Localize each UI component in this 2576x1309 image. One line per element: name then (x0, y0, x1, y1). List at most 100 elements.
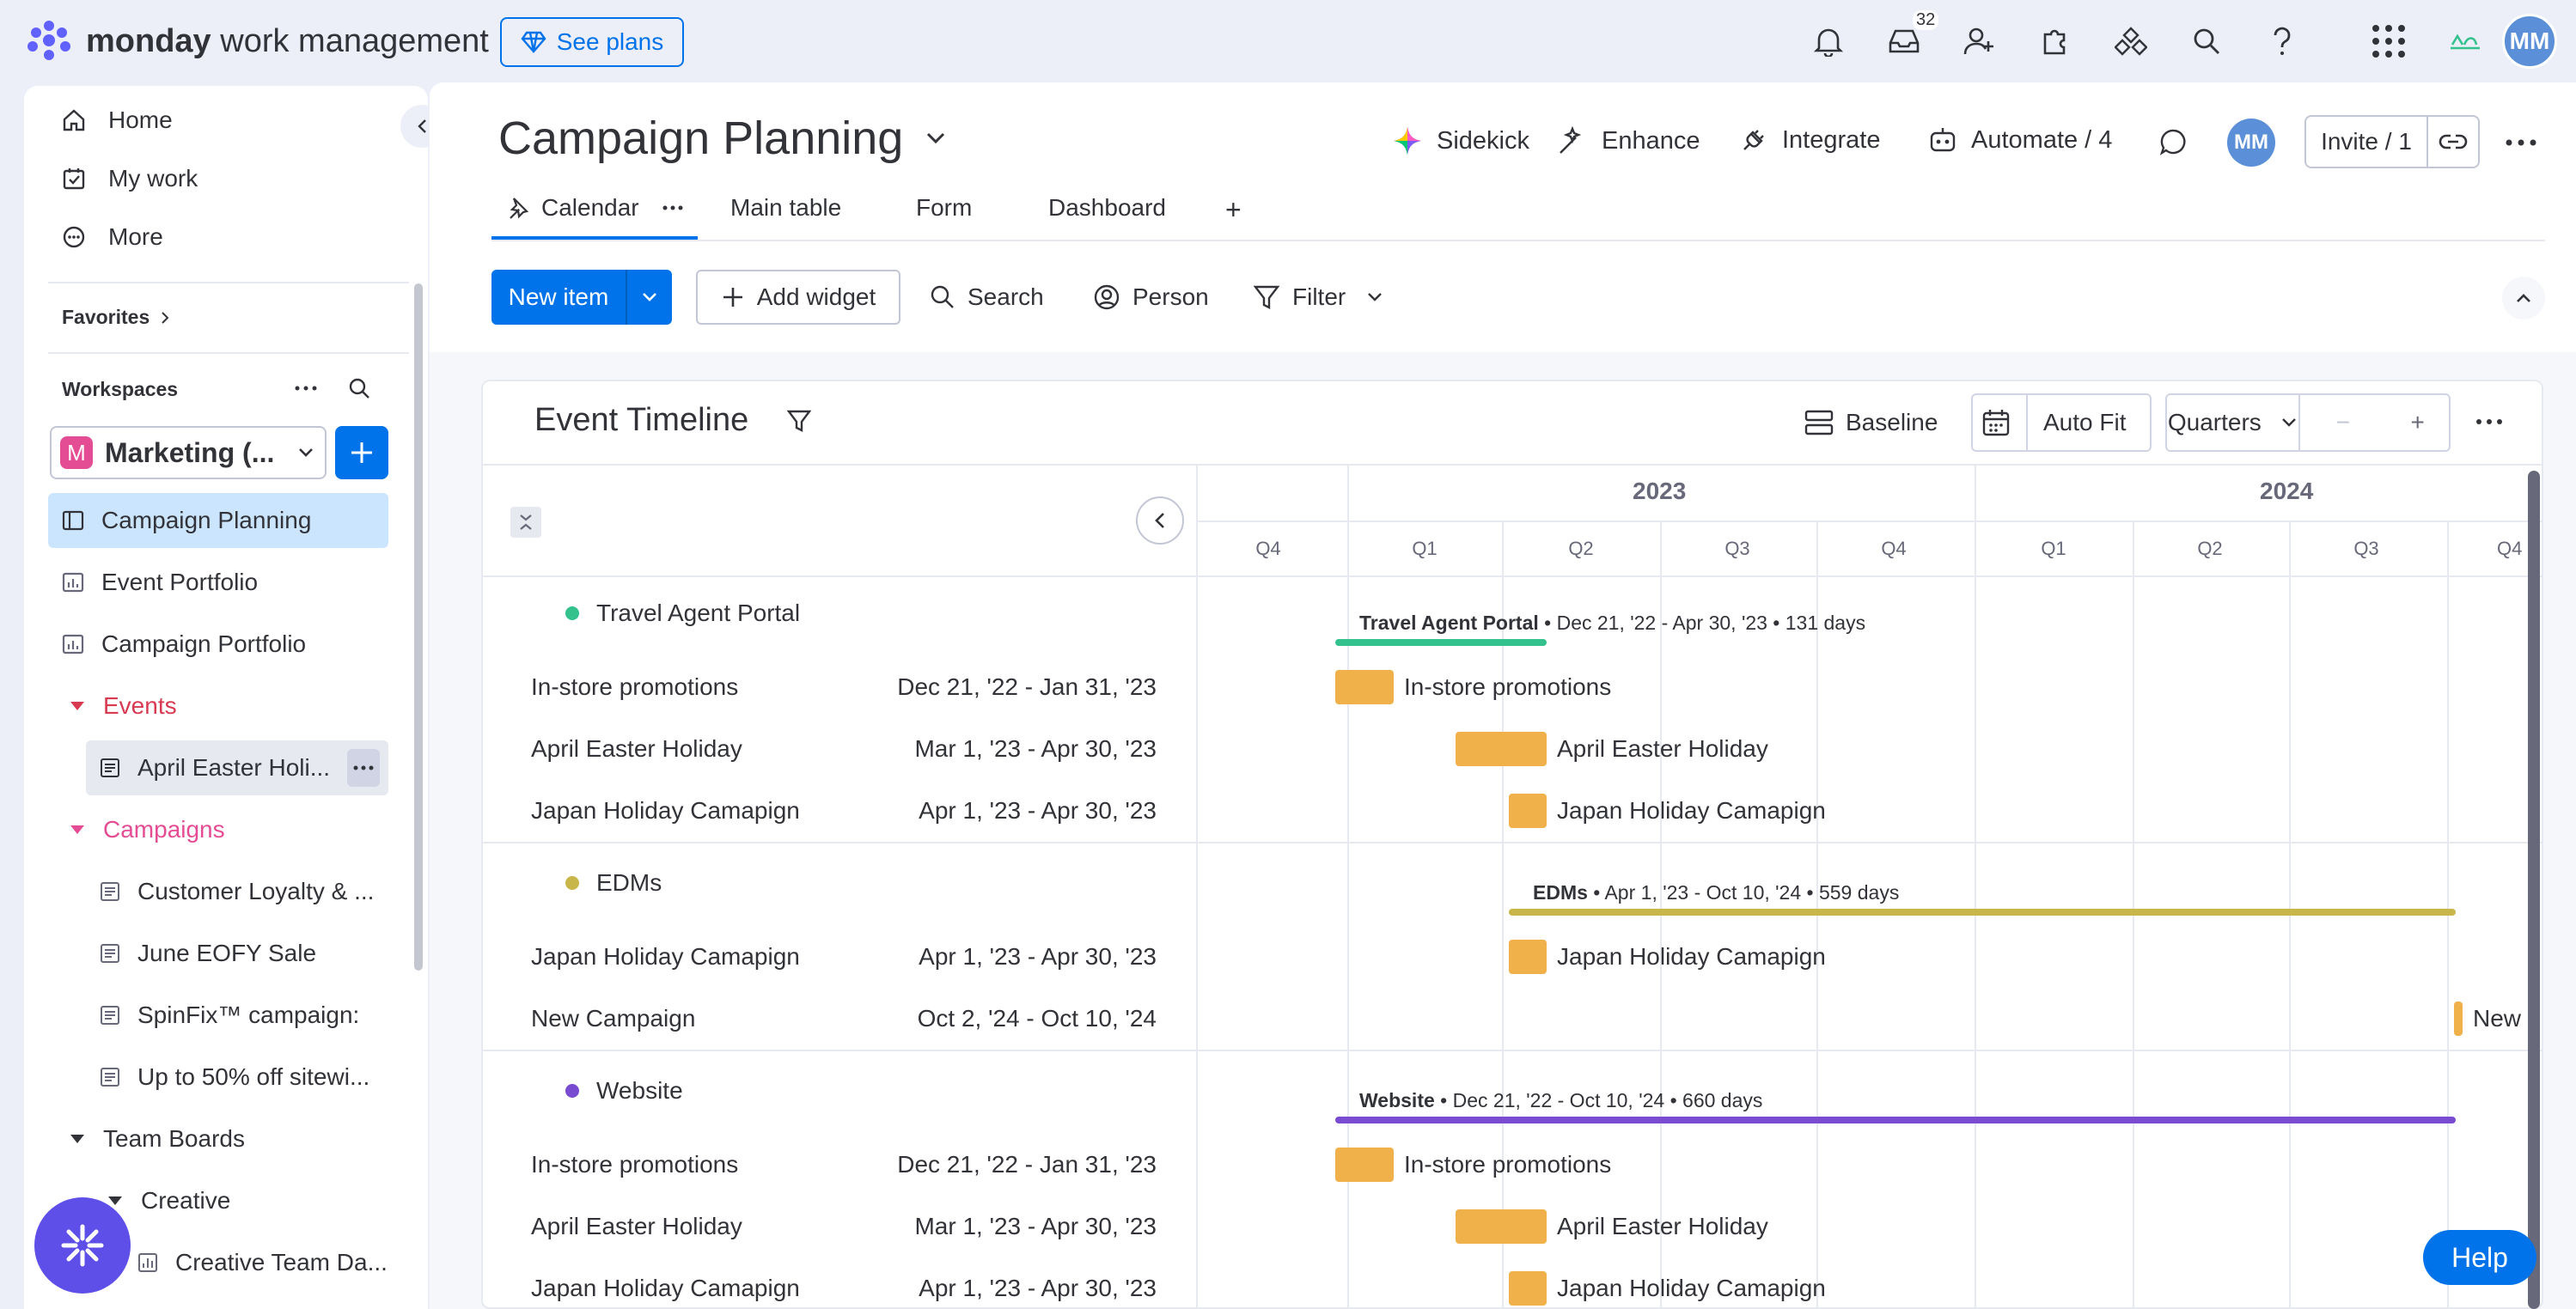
timeline-item-bar[interactable] (1509, 794, 1547, 828)
monday-logo-icon[interactable] (26, 19, 72, 62)
timeline-item-bar[interactable] (1335, 1148, 1394, 1182)
person-filter-button[interactable]: Person (1093, 270, 1209, 325)
sidebar-item-sitewide-sale[interactable]: Up to 50% off sitewi... (86, 1050, 388, 1105)
folder-events[interactable]: Events (55, 679, 395, 734)
chevron-down-icon[interactable] (626, 270, 672, 325)
timeline-item-bar[interactable] (1456, 732, 1547, 766)
timeline-row-date: Apr 1, '23 - Apr 30, '23 (919, 943, 1157, 970)
timeline-widget (481, 380, 2543, 1309)
see-plans-button[interactable]: See plans (500, 17, 684, 67)
search-button[interactable]: Search (930, 270, 1044, 325)
board-title[interactable]: Campaign Planning (498, 112, 946, 165)
group-header[interactable]: Travel Agent Portal (565, 600, 800, 627)
sidebar-item-creative-dashboard[interactable]: Creative Team Da... (124, 1235, 388, 1290)
tab-options-icon[interactable] (662, 204, 684, 211)
integrations-icon[interactable] (2110, 21, 2152, 62)
timeline-row-name[interactable]: New Campaign (531, 1005, 696, 1032)
timeline-row-name[interactable]: April Easter Holiday (531, 1213, 742, 1239)
sidebar-nav-my-work[interactable]: My work (62, 165, 198, 192)
widget-options-icon[interactable] (2475, 411, 2504, 433)
inbox-icon[interactable] (1883, 21, 1925, 62)
group-header[interactable]: EDMs (565, 869, 662, 897)
add-widget-button[interactable]: Add widget (696, 270, 900, 325)
auto-fit-control[interactable]: Auto Fit (1971, 393, 2152, 452)
folder-campaigns[interactable]: Campaigns (55, 802, 395, 857)
search-icon[interactable] (2186, 21, 2227, 62)
item-options-icon[interactable] (347, 749, 380, 787)
favorites-section[interactable]: Favorites (62, 306, 170, 329)
group-summary-bar[interactable] (1509, 909, 2456, 916)
tab-main-table[interactable]: Main table (730, 194, 842, 221)
workspace-selector[interactable]: M Marketing (... (50, 426, 327, 479)
zoom-out-button[interactable]: − (2335, 409, 2351, 435)
workspace-options-icon[interactable] (292, 376, 320, 400)
invite-members-icon[interactable] (1959, 21, 2000, 62)
sidebar-nav-home[interactable]: Home (62, 107, 173, 134)
plus-icon (348, 439, 375, 466)
sidebar-item-june-eofy[interactable]: June EOFY Sale (86, 926, 388, 981)
timeline-row-name[interactable]: Japan Holiday Camapign (531, 1275, 800, 1301)
timeline-row-name[interactable]: April Easter Holiday (531, 735, 742, 762)
group-header[interactable]: Website (565, 1077, 683, 1105)
more-options-icon[interactable] (2504, 129, 2538, 156)
automate-button[interactable]: Automate / 4 (1928, 125, 2112, 155)
zoom-level-control[interactable]: Quarters − + (2165, 393, 2451, 452)
sidekick-button[interactable]: Sidekick (1392, 125, 1529, 156)
copy-link-button[interactable] (2426, 115, 2480, 168)
timeline-scrollbar[interactable] (2528, 471, 2540, 1309)
apps-icon[interactable] (2035, 21, 2076, 62)
timeline-item-bar[interactable] (1335, 670, 1394, 704)
account-logo-icon[interactable] (2440, 24, 2488, 58)
group-summary-bar[interactable] (1335, 1117, 2456, 1123)
add-view-button[interactable]: + (1225, 194, 1242, 225)
help-icon[interactable] (2262, 21, 2303, 62)
expand-all-button[interactable] (510, 507, 541, 538)
timeline-row-name[interactable]: In-store promotions (531, 1151, 739, 1178)
sidebar-item-april-easter[interactable]: April Easter Holi... (86, 740, 388, 795)
chevron-down-icon[interactable] (1366, 291, 1383, 303)
timeline-item-bar[interactable] (2454, 1002, 2463, 1036)
tab-calendar[interactable]: Calendar (505, 194, 684, 222)
bell-icon[interactable] (1808, 21, 1849, 62)
sidebar-item-spinfix[interactable]: SpinFix™ campaign: (86, 988, 388, 1043)
calendar-icon[interactable] (1981, 408, 2011, 437)
sidebar-item-event-portfolio[interactable]: Event Portfolio (48, 555, 388, 610)
collapse-header-button[interactable] (2502, 277, 2545, 320)
ai-assistant-button[interactable] (34, 1197, 131, 1294)
invite-button[interactable]: Invite / 1 (2304, 115, 2428, 168)
folder-creative[interactable]: Creative (93, 1173, 395, 1228)
tab-form[interactable]: Form (916, 194, 973, 221)
timeline-row-name[interactable]: In-store promotions (531, 673, 739, 700)
zoom-level-select[interactable]: Quarters (2167, 395, 2300, 450)
workspace-search-icon[interactable] (347, 376, 371, 400)
updates-icon[interactable] (2158, 127, 2189, 158)
board-owner-avatar[interactable]: MM (2227, 119, 2275, 167)
group-summary-bar[interactable] (1335, 639, 1547, 646)
widget-filter-icon[interactable] (786, 408, 812, 434)
user-avatar[interactable]: MM (2502, 14, 2557, 69)
sidebar-item-campaign-portfolio[interactable]: Campaign Portfolio (48, 617, 388, 672)
timeline-item-bar[interactable] (1509, 940, 1547, 974)
board-icon (100, 1067, 120, 1087)
filter-button[interactable]: Filter (1253, 270, 1383, 325)
timeline-prev-button[interactable] (1136, 496, 1184, 545)
timeline-row-name[interactable]: Japan Holiday Camapign (531, 943, 800, 970)
folder-team-boards[interactable]: Team Boards (55, 1111, 395, 1166)
sidebar-item-customer-loyalty[interactable]: Customer Loyalty & ... (86, 864, 388, 919)
enhance-button[interactable]: Enhance (1557, 125, 1700, 156)
sidebar-item-campaign-planning[interactable]: Campaign Planning (48, 493, 388, 548)
help-button[interactable]: Help (2423, 1230, 2536, 1285)
timeline-row-name[interactable]: Japan Holiday Camapign (531, 797, 800, 824)
timeline-item-bar[interactable] (1509, 1271, 1547, 1306)
magic-wand-icon (1557, 125, 1588, 156)
integrate-button[interactable]: Integrate (1739, 125, 1880, 155)
baseline-button[interactable]: Baseline (1804, 393, 1938, 452)
sidebar-scrollbar[interactable] (414, 283, 423, 971)
add-to-workspace-button[interactable] (335, 426, 388, 479)
product-switcher-icon[interactable] (2368, 21, 2409, 62)
zoom-in-button[interactable]: + (2410, 409, 2425, 435)
timeline-item-bar[interactable] (1456, 1209, 1547, 1244)
tab-dashboard[interactable]: Dashboard (1048, 194, 1166, 221)
sidebar-nav-more[interactable]: More (62, 223, 163, 251)
new-item-button[interactable]: New item (491, 270, 672, 325)
